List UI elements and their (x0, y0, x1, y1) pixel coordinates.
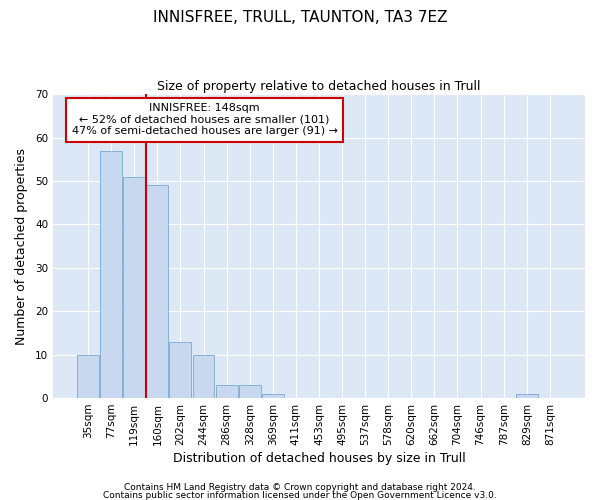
X-axis label: Distribution of detached houses by size in Trull: Distribution of detached houses by size … (173, 452, 466, 465)
Text: INNISFREE, TRULL, TAUNTON, TA3 7EZ: INNISFREE, TRULL, TAUNTON, TA3 7EZ (153, 10, 447, 25)
Bar (516, 394, 538, 398)
Title: Size of property relative to detached houses in Trull: Size of property relative to detached ho… (157, 80, 481, 93)
Text: Contains HM Land Registry data © Crown copyright and database right 2024.: Contains HM Land Registry data © Crown c… (124, 484, 476, 492)
Text: INNISFREE: 148sqm
← 52% of detached houses are smaller (101)
47% of semi-detache: INNISFREE: 148sqm ← 52% of detached hous… (71, 104, 338, 136)
Bar (215, 385, 238, 398)
Bar (169, 342, 191, 398)
Bar (77, 354, 99, 398)
Text: Contains public sector information licensed under the Open Government Licence v3: Contains public sector information licen… (103, 490, 497, 500)
Bar (146, 186, 169, 398)
Y-axis label: Number of detached properties: Number of detached properties (15, 148, 28, 344)
Bar (123, 176, 145, 398)
Bar (262, 394, 284, 398)
Bar (239, 385, 260, 398)
Bar (100, 150, 122, 398)
Bar (193, 354, 214, 398)
